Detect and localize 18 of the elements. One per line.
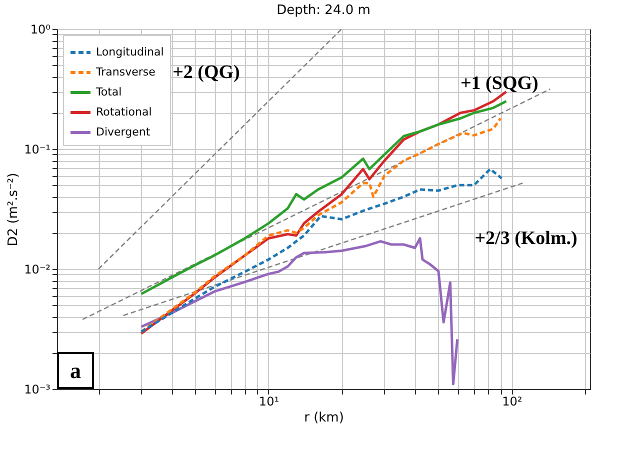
legend-label: Total (95, 86, 122, 98)
y-tick-label: 10⁰ (30, 22, 51, 36)
x-tick-label: 10² (502, 394, 522, 408)
legend-label: Longitudinal (96, 46, 164, 58)
y-axis-title: D2 (m².s⁻²) (6, 172, 22, 246)
y-tick-label: 10⁻³ (24, 382, 51, 396)
chart-title: Depth: 24.0 m (276, 3, 370, 18)
annotation: +2/3 (Kolm.) (474, 228, 578, 249)
x-tick-label: 10¹ (258, 394, 280, 408)
y-tick-label: 10⁻² (24, 262, 51, 276)
y-tick-label: 10⁻¹ (24, 142, 51, 156)
legend-label: Divergent (96, 126, 151, 138)
x-axis-title: r (km) (304, 410, 344, 426)
annotation: a (70, 358, 81, 383)
legend-label: Rotational (96, 106, 152, 118)
annotation: +2 (QG) (172, 62, 240, 84)
annotation: +1 (SQG) (460, 73, 538, 94)
legend-label: Transverse (95, 66, 156, 78)
